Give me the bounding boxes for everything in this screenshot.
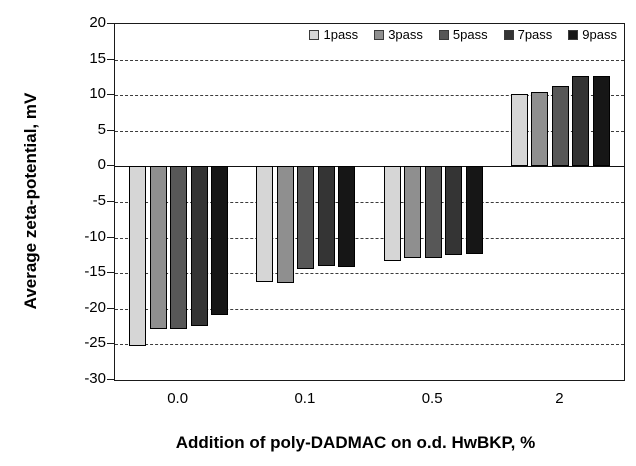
y-tick-mark--5 <box>107 201 114 202</box>
bar-7pass-0.5 <box>445 166 463 255</box>
y-tick-label-20: 20 <box>89 14 106 31</box>
gridline--5 <box>115 202 624 203</box>
y-tick-label--10: -10 <box>84 227 106 245</box>
x-axis-title: Addition of poly-DADMAC on o.d. HwBKP, % <box>175 433 536 452</box>
legend-swatch-5pass <box>438 29 449 40</box>
bar-5pass-0.5 <box>424 166 442 259</box>
legend: 1pass 3pass 5pass 7pass 9pass <box>309 28 617 41</box>
legend-label-5pass: 5pass <box>452 27 488 42</box>
bar-9pass-0.5 <box>465 166 483 254</box>
bar-9pass-2 <box>592 75 610 167</box>
x-tick-label-0.5: 0.5 <box>421 390 443 407</box>
legend-item-9pass: 9pass <box>568 28 617 41</box>
gridline--25 <box>115 344 624 346</box>
y-tick-mark--10 <box>107 236 114 238</box>
legend-swatch-1pass <box>309 29 320 40</box>
y-tick-mark-5 <box>107 129 114 131</box>
gridline-10 <box>115 95 624 97</box>
y-tick-mark--25 <box>107 343 114 345</box>
x-tick-label-0.1: 0.1 <box>294 390 316 407</box>
y-tick-mark--20 <box>107 307 114 309</box>
y-axis-title: Average zeta-potential, mV <box>21 92 40 310</box>
bar-3pass-0.1 <box>276 166 294 284</box>
zero-line <box>115 166 624 168</box>
bar-1pass-0.5 <box>383 166 401 262</box>
y-tick-mark--30 <box>107 379 114 380</box>
legend-swatch-3pass <box>374 29 385 40</box>
bar-1pass-2 <box>510 93 528 167</box>
legend-swatch-7pass <box>503 29 514 40</box>
legend-label-3pass: 3pass <box>388 27 423 42</box>
gridline-15 <box>115 59 624 61</box>
y-tick-label--25: -25 <box>84 334 106 352</box>
bar-1pass-0.1 <box>256 166 274 283</box>
gridline--20 <box>115 308 624 310</box>
bar-5pass-0.1 <box>297 166 315 269</box>
legend-item-7pass: 7pass <box>503 27 553 42</box>
y-tick-mark-0 <box>107 165 114 167</box>
bar-9pass-0.1 <box>338 166 356 267</box>
y-tick-mark--15 <box>107 272 114 274</box>
legend-swatch-9pass <box>568 29 579 40</box>
legend-item-1pass: 1pass <box>309 28 358 41</box>
bar-7pass-0.0 <box>190 166 208 326</box>
gridline--15 <box>115 273 624 275</box>
y-tick-label--20: -20 <box>84 298 106 316</box>
y-tick-mark-20 <box>107 23 114 24</box>
gridline--10 <box>115 237 624 239</box>
y-tick-mark-10 <box>107 94 114 96</box>
y-tick-mark-15 <box>107 58 114 60</box>
bar-3pass-0.0 <box>149 166 167 329</box>
bar-3pass-2 <box>531 92 549 167</box>
bar-5pass-2 <box>551 85 569 167</box>
bar-9pass-0.0 <box>211 166 229 316</box>
bar-1pass-0.0 <box>129 166 147 346</box>
y-tick-label-15: 15 <box>89 49 106 67</box>
plot-area: 1pass 3pass 5pass 7pass 9pass <box>114 23 625 381</box>
gridline-5 <box>115 130 624 132</box>
y-tick-label-0: 0 <box>97 156 106 174</box>
bar-3pass-0.5 <box>404 166 422 258</box>
y-tick-label-5: 5 <box>97 120 106 138</box>
x-tick-label-0.0: 0.0 <box>167 390 189 407</box>
legend-item-3pass: 3pass <box>374 28 423 41</box>
y-tick-label--5: -5 <box>92 192 106 209</box>
y-tick-label-10: 10 <box>89 85 106 103</box>
bar-5pass-0.0 <box>170 166 188 330</box>
bar-7pass-2 <box>572 75 590 167</box>
legend-label-1pass: 1pass <box>323 27 359 42</box>
bar-7pass-0.1 <box>317 166 335 267</box>
legend-label-7pass: 7pass <box>517 27 553 42</box>
legend-item-5pass: 5pass <box>438 27 488 42</box>
y-tick-label--15: -15 <box>84 263 106 281</box>
legend-label-9pass: 9pass <box>582 27 617 42</box>
y-tick-label--30: -30 <box>84 370 106 387</box>
x-tick-label-2: 2 <box>555 390 564 407</box>
